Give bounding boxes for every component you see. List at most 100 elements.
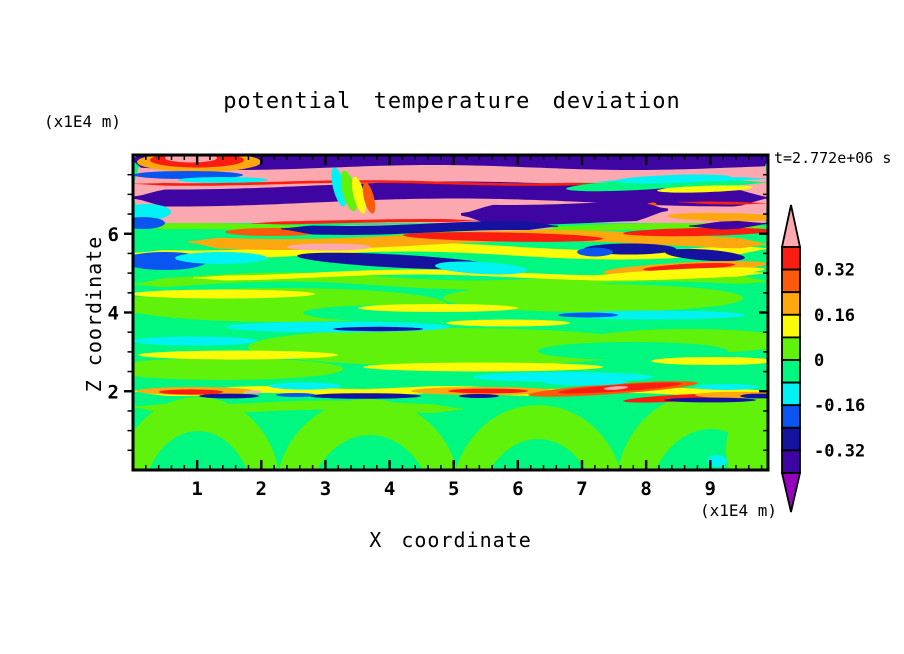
x-tick-label: 8 [640,478,651,500]
contour-shape [133,204,171,220]
contour-shape [455,405,621,470]
x-tick-label: 1 [191,478,202,500]
contour-shape [165,155,217,163]
contour-shape [403,232,603,242]
contour-shape [446,319,570,327]
contour-shape [577,247,613,257]
contour-shape [133,358,343,380]
contour-shape [276,393,316,397]
x-axis-unit-label: (x1E4 m) [699,501,777,520]
contour-shape [278,399,458,470]
colorbar-segment [781,268,801,294]
z-axis-title: Z coordinate [82,235,106,393]
colorbar: 0.32 0.16 0 -0.16 -0.32 [780,204,865,513]
contour-shape [623,227,768,237]
colorbar-segment [781,313,801,339]
contour-field [133,155,768,470]
z-tick-label: 4 [108,303,119,325]
colorbar-segment [781,426,801,452]
z-tick-label: 2 [108,381,119,403]
contour-shape [581,267,765,281]
contour-shape [678,201,768,205]
colorbar-bottom-arrow [780,472,802,513]
contour-shape [138,350,338,360]
contour-shape [133,336,257,346]
x-tick-label: 5 [448,478,459,500]
contour-shape [363,362,603,372]
contour-shape [443,284,743,312]
x-axis-title: X coordinate [369,528,532,552]
contour-shape [287,243,371,251]
plot-area: 1 2 3 4 5 6 7 8 9 2 4 6 [108,153,770,500]
contour-shape [133,217,165,229]
contour-shape [651,357,768,365]
contour-shape [689,220,768,230]
z-tick-label: 6 [108,224,119,246]
contour-shape [251,219,478,225]
timestamp-label: t=2.772e+06 s [774,149,892,167]
plot-border [131,153,770,472]
contour-shape [665,248,745,262]
contour-shape [331,167,347,207]
axes-overlay: 1 2 3 4 5 6 7 8 9 2 4 6 [108,153,770,500]
colorbar-label: 0 [814,351,824,371]
contour-shape [244,390,262,394]
x-tick-label: 7 [576,478,587,500]
contour-shape [358,304,518,312]
contour-shape [317,435,423,470]
contour-shape [133,171,243,179]
contour-shape [726,391,768,470]
axis-ticks [124,155,768,470]
x-tick-label: 2 [256,478,267,500]
contour-shape [309,393,421,399]
contour-shape [340,170,358,212]
colorbar-segment [781,449,801,474]
contour-shape [333,326,423,332]
contour-shape [490,439,586,470]
contour-shape [558,312,618,318]
contour-shape [604,386,628,390]
contour-shape [133,180,603,186]
contour-shape [269,382,341,390]
contour-shape [133,155,768,170]
contour-shape [133,242,768,260]
colorbar-segment [781,359,801,384]
contour-shape [199,393,259,399]
contour-shape [643,262,735,272]
colorbar-segment [781,381,801,407]
contour-shape [664,397,756,403]
contour-shape [133,289,315,299]
contour-shape [159,389,223,395]
contour-shape [175,252,267,264]
colorbar-segment [781,246,801,271]
x-tick-label: 4 [384,478,395,500]
contour-shape [133,400,463,414]
contour-shape [362,182,376,214]
colorbar-label: 0.16 [814,306,855,326]
contour-shape [740,393,768,399]
contour-shape [615,174,731,184]
contour-shape [461,200,668,225]
contour-shape [707,455,727,467]
colorbar-label: 0.32 [814,261,855,281]
contour-shape [351,176,367,214]
contour-shape [543,378,627,386]
contour-shape [448,388,528,394]
colorbar-label: -0.16 [814,396,865,416]
contour-shape [178,177,268,183]
contour-shape [435,261,527,275]
contour-shape [657,185,753,193]
contour-shape [248,328,658,366]
z-axis-unit-label: (x1E4 m) [44,112,122,131]
contour-shape [459,394,499,398]
contour-shape [694,384,758,390]
contour-shape [667,212,768,222]
x-tick-label: 6 [512,478,523,500]
colorbar-segment [781,291,801,316]
contour-shape [281,221,558,235]
colorbar-top-arrow [780,204,802,248]
colorbar-segment [781,336,801,361]
contour-shape [538,342,728,360]
x-tick-label: 3 [320,478,331,500]
